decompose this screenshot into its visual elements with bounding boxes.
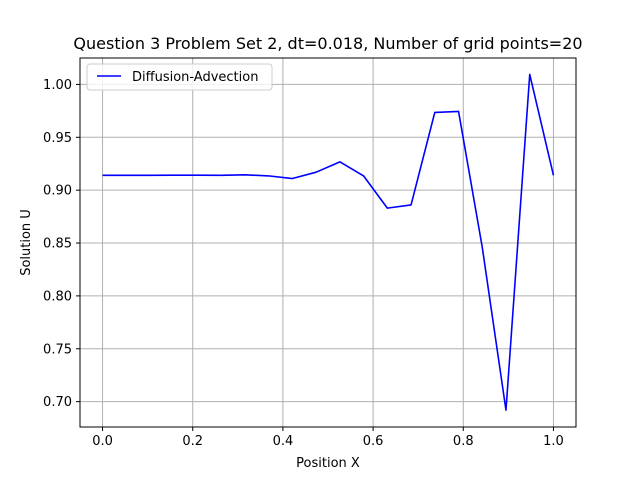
x-tick-label: 0.6: [363, 434, 384, 449]
x-tick-label: 0.2: [182, 434, 203, 449]
chart-title: Question 3 Problem Set 2, dt=0.018, Numb…: [73, 34, 582, 53]
y-tick-label: 0.85: [43, 237, 72, 252]
y-axis-label: Solution U: [19, 209, 34, 276]
y-tick-label: 0.90: [43, 184, 72, 199]
series-layer: [102, 73, 555, 411]
x-tick-label: 0.4: [273, 434, 294, 449]
x-tick-label: 1.0: [543, 434, 564, 449]
y-tick-label: 0.70: [43, 395, 72, 410]
x-axis-label: Position X: [296, 456, 360, 471]
plot-frame: [79, 57, 577, 428]
series-line-diffusion-advection: [102, 73, 555, 411]
legend-label-diffusion-advection: Diffusion-Advection: [132, 70, 258, 85]
x-tick-label: 0.8: [453, 434, 474, 449]
x-tick-label: 0.0: [92, 434, 113, 449]
y-tick-label: 0.80: [43, 289, 72, 304]
y-tick-label: 0.75: [43, 342, 72, 357]
axis-ticks: 0.0 0.2 0.4 0.6 0.8 1.0 0.70 0.75 0.80 0.85 0.90 0.…: [43, 78, 564, 449]
legend: Diffusion-Advection: [86, 63, 273, 91]
y-tick-label: 0.95: [43, 131, 72, 146]
y-tick-label: 1.00: [43, 78, 72, 93]
grid: [80, 58, 576, 427]
legend-box: [86, 63, 273, 91]
